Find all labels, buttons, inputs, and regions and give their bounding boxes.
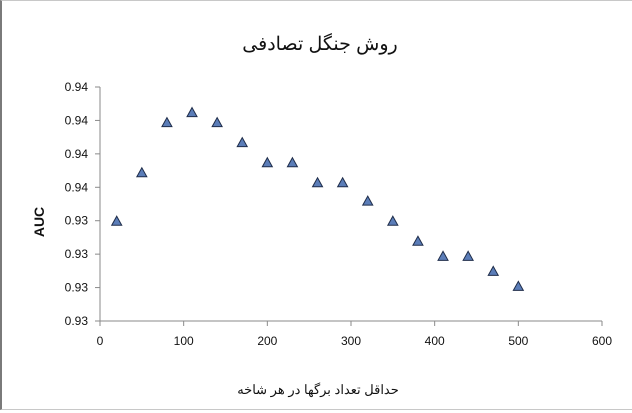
ticks: 0.93 0.93 0.93 0.93 0.94 0.94 0.94 0.94 0 100 200 3… [65, 80, 613, 348]
y-tick-label: 0.93 [65, 247, 89, 261]
x-axis-label: حداقل تعداد برگها در هر شاخه [237, 382, 399, 398]
data-point [336, 176, 349, 188]
data-point [462, 250, 474, 261]
x-tick-label: 600 [592, 334, 612, 348]
x-tick-label: 500 [508, 334, 528, 348]
y-tick-label: 0.94 [65, 180, 89, 194]
y-tick-label: 0.93 [65, 314, 89, 328]
y-axis-label: AUC [31, 207, 47, 237]
data-point [236, 136, 249, 148]
data-point [386, 215, 399, 226]
data-point [487, 265, 500, 276]
data-point [361, 195, 374, 206]
data-points [110, 106, 525, 291]
chart-title: روش جنگل تصادفی [242, 32, 397, 55]
data-point [135, 166, 148, 178]
data-point [311, 176, 324, 188]
data-point [186, 106, 198, 118]
x-tick-label: 0 [97, 334, 104, 348]
y-tick-label: 0.94 [65, 80, 89, 94]
data-point [437, 250, 449, 261]
x-tick-label: 200 [257, 334, 277, 348]
data-point [110, 215, 123, 226]
x-tick-label: 400 [425, 334, 445, 348]
axes [99, 87, 602, 322]
y-tick-label: 0.94 [65, 147, 89, 161]
data-point [161, 116, 173, 128]
y-tick-label: 0.94 [65, 113, 89, 127]
y-tick-label: 0.93 [65, 214, 89, 228]
data-point [512, 280, 525, 291]
x-tick-label: 300 [341, 334, 361, 348]
data-point [261, 156, 274, 168]
y-tick-label: 0.93 [65, 281, 89, 295]
data-point [286, 156, 299, 168]
data-point [412, 235, 424, 246]
data-point [211, 116, 223, 128]
x-tick-label: 100 [174, 334, 194, 348]
